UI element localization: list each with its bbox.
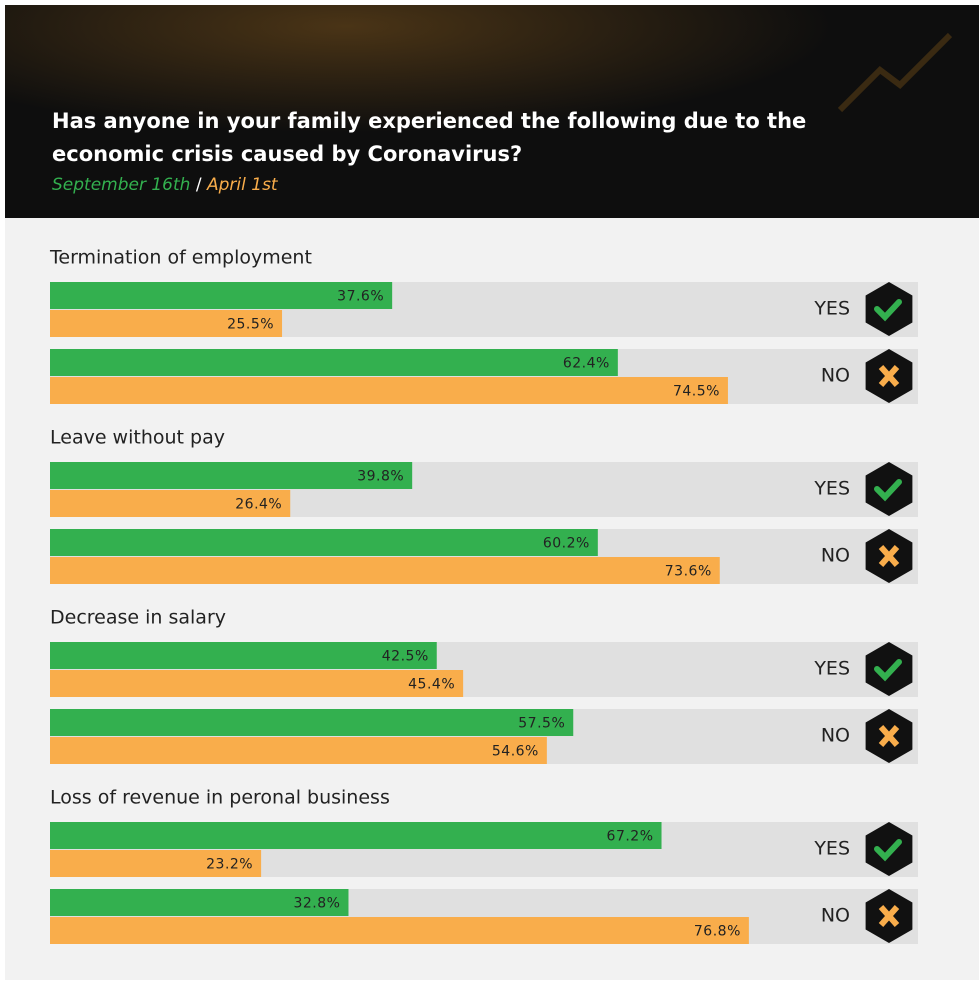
answer-label: YES (813, 658, 850, 680)
bar (50, 670, 463, 697)
bar (50, 822, 662, 849)
chart: Has anyone in your family experienced th… (0, 0, 979, 983)
bar (50, 349, 618, 376)
bar (50, 529, 598, 556)
value-label: 37.6% (337, 289, 384, 305)
group-label: Leave without pay (50, 427, 225, 449)
value-label: 54.6% (492, 744, 539, 760)
bar (50, 377, 728, 404)
answer-label: NO (821, 905, 850, 927)
group-label: Termination of employment (49, 247, 312, 269)
value-label: 23.2% (206, 857, 253, 873)
bar (50, 642, 437, 669)
bar (50, 737, 547, 764)
value-label: 25.5% (227, 317, 274, 333)
group-label: Loss of revenue in peronal business (50, 787, 390, 809)
legend: September 16th / April 1st (52, 175, 279, 195)
value-label: 73.6% (665, 564, 712, 580)
answer-label: NO (821, 545, 850, 567)
value-label: 26.4% (235, 497, 282, 513)
value-label: 76.8% (694, 924, 741, 940)
answer-label: YES (813, 478, 850, 500)
bar (50, 917, 749, 944)
legend-separator: / (196, 175, 202, 195)
value-label: 57.5% (518, 716, 565, 732)
value-label: 67.2% (607, 829, 654, 845)
legend-item: September 16th (52, 175, 190, 195)
answer-label: NO (821, 725, 850, 747)
bar (50, 557, 720, 584)
answer-label: YES (813, 298, 850, 320)
value-label: 42.5% (382, 649, 429, 665)
answer-label: NO (821, 365, 850, 387)
value-label: 62.4% (563, 356, 610, 372)
value-label: 39.8% (357, 469, 404, 485)
bar (50, 709, 573, 736)
chart-title: economic crisis caused by Coronavirus? (52, 142, 522, 166)
value-label: 60.2% (543, 536, 590, 552)
value-label: 45.4% (408, 677, 455, 693)
value-label: 32.8% (293, 896, 340, 912)
answer-label: YES (813, 838, 850, 860)
value-label: 74.5% (673, 384, 720, 400)
group-label: Decrease in salary (50, 607, 226, 629)
chart-title: Has anyone in your family experienced th… (52, 109, 806, 133)
legend-item: April 1st (206, 175, 279, 195)
